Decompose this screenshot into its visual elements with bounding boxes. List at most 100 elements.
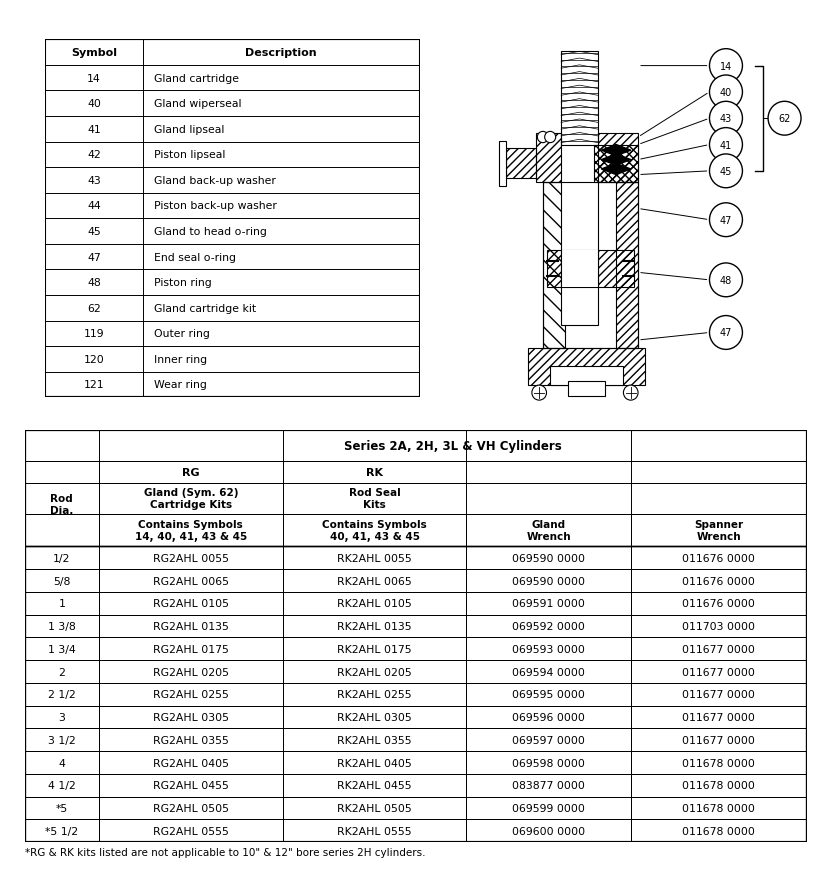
Text: 011677 0000: 011677 0000 (682, 667, 755, 677)
Circle shape (709, 49, 742, 83)
Bar (467, 461, 807, 483)
Bar (499, 141, 506, 187)
Text: 41: 41 (720, 140, 732, 150)
Bar (616, 183, 638, 348)
Circle shape (709, 129, 742, 162)
Text: Symbol: Symbol (71, 48, 117, 58)
Circle shape (709, 264, 742, 298)
Text: 069596 0000: 069596 0000 (512, 713, 585, 722)
Text: 2: 2 (58, 667, 65, 677)
Text: RG2AHL 0355: RG2AHL 0355 (153, 735, 229, 745)
Text: 4 1/2: 4 1/2 (48, 780, 76, 790)
Text: 62: 62 (779, 114, 791, 124)
Text: 011677 0000: 011677 0000 (682, 713, 755, 722)
Text: Gland lipseal: Gland lipseal (154, 124, 224, 135)
Text: RG2AHL 0455: RG2AHL 0455 (153, 780, 229, 790)
Text: RK2AHL 0555: RK2AHL 0555 (337, 826, 412, 836)
Bar (467, 483, 807, 514)
Text: RK2AHL 0175: RK2AHL 0175 (337, 644, 412, 654)
Text: RG2AHL 0135: RG2AHL 0135 (153, 621, 229, 631)
Text: Piston lipseal: Piston lipseal (154, 150, 226, 160)
Text: 069593 0000: 069593 0000 (512, 644, 585, 654)
Text: 069594 0000: 069594 0000 (512, 667, 585, 677)
Bar (506, 149, 536, 179)
Text: Spanner
Wrench: Spanner Wrench (694, 519, 743, 542)
Text: 011678 0000: 011678 0000 (682, 757, 755, 768)
Text: 069590 0000: 069590 0000 (512, 553, 585, 563)
Circle shape (709, 76, 742, 110)
Text: RG2AHL 0505: RG2AHL 0505 (153, 803, 229, 813)
Text: RK2AHL 0205: RK2AHL 0205 (337, 667, 412, 677)
Text: 069599 0000: 069599 0000 (512, 803, 585, 813)
Text: 45: 45 (720, 166, 732, 177)
Text: 45: 45 (87, 227, 101, 237)
Text: RK2AHL 0135: RK2AHL 0135 (337, 621, 412, 631)
Text: RK2AHL 0455: RK2AHL 0455 (337, 780, 412, 790)
Bar (543, 183, 565, 348)
Text: 069592 0000: 069592 0000 (512, 621, 585, 631)
Text: 011703 0000: 011703 0000 (682, 621, 755, 631)
Text: RG: RG (182, 468, 200, 477)
Circle shape (532, 385, 546, 401)
Circle shape (709, 155, 742, 189)
Text: Gland wiperseal: Gland wiperseal (154, 99, 241, 109)
Text: RG2AHL 0065: RG2AHL 0065 (153, 576, 229, 586)
Text: 4: 4 (58, 757, 65, 768)
Text: RK2AHL 0105: RK2AHL 0105 (337, 599, 412, 609)
Text: RK2AHL 0055: RK2AHL 0055 (337, 553, 412, 563)
Circle shape (709, 316, 742, 350)
Bar (561, 250, 597, 288)
Text: Gland to head o-ring: Gland to head o-ring (154, 227, 267, 237)
Text: 47: 47 (87, 252, 101, 262)
Text: 48: 48 (720, 275, 732, 285)
Text: RG2AHL 0305: RG2AHL 0305 (153, 713, 229, 722)
Text: RK2AHL 0405: RK2AHL 0405 (337, 757, 412, 768)
Text: 48: 48 (87, 278, 101, 288)
Text: RG2AHL 0055: RG2AHL 0055 (153, 553, 229, 563)
Polygon shape (602, 155, 630, 166)
Text: 2 1/2: 2 1/2 (48, 689, 76, 699)
Text: 44: 44 (87, 201, 101, 211)
Circle shape (537, 132, 548, 143)
Text: 069598 0000: 069598 0000 (512, 757, 585, 768)
Text: RG2AHL 0105: RG2AHL 0105 (153, 599, 229, 609)
Text: Description: Description (245, 48, 317, 58)
Text: Contains Symbols
40, 41, 43 & 45: Contains Symbols 40, 41, 43 & 45 (322, 519, 427, 542)
Bar (594, 146, 638, 183)
Text: 47: 47 (720, 215, 732, 225)
Bar (543, 183, 638, 348)
Text: End seal o-ring: End seal o-ring (154, 252, 236, 262)
Text: 5/8: 5/8 (53, 576, 71, 586)
Text: 43: 43 (720, 114, 732, 124)
Bar (565, 183, 616, 348)
Text: 1/2: 1/2 (53, 553, 71, 563)
Text: 069591 0000: 069591 0000 (512, 599, 585, 609)
Text: RG2AHL 0405: RG2AHL 0405 (153, 757, 229, 768)
Bar (561, 183, 597, 325)
Text: 43: 43 (87, 176, 101, 186)
Text: RK2AHL 0355: RK2AHL 0355 (337, 735, 412, 745)
Circle shape (545, 132, 556, 143)
Text: 120: 120 (84, 355, 105, 365)
Circle shape (709, 102, 742, 136)
Text: Wear ring: Wear ring (154, 380, 207, 390)
Text: 011676 0000: 011676 0000 (682, 576, 755, 586)
Text: RK2AHL 0065: RK2AHL 0065 (337, 576, 412, 586)
Bar (536, 134, 638, 183)
Bar (616, 183, 638, 348)
Text: Gland cartridge: Gland cartridge (154, 73, 239, 83)
Text: *5: *5 (56, 803, 68, 813)
Bar (546, 250, 635, 288)
Text: 40: 40 (720, 88, 732, 97)
Text: RK2AHL 0505: RK2AHL 0505 (337, 803, 412, 813)
Text: 011677 0000: 011677 0000 (682, 644, 755, 654)
Bar (506, 149, 536, 179)
Text: Piston back-up washer: Piston back-up washer (154, 201, 277, 211)
Bar (561, 134, 597, 183)
Text: 011676 0000: 011676 0000 (682, 553, 755, 563)
Bar (561, 52, 597, 146)
Circle shape (709, 204, 742, 237)
Bar (594, 146, 638, 183)
Text: 069597 0000: 069597 0000 (512, 735, 585, 745)
Text: 47: 47 (720, 328, 732, 338)
